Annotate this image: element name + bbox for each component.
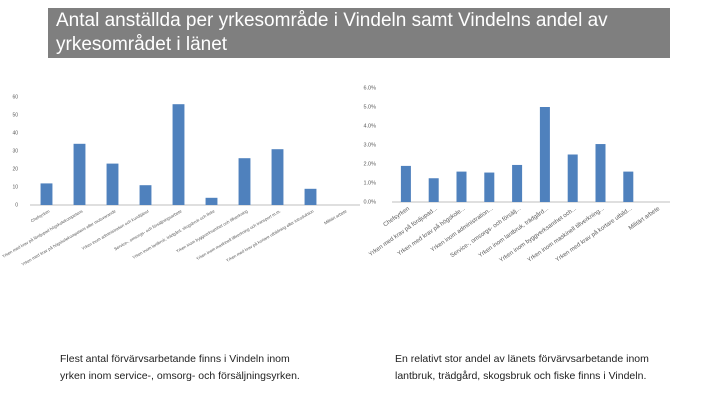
y-tick-label: 10 [12,184,18,190]
y-tick-label: 20 [12,166,18,172]
title-line: yrkesområdet i länet [56,34,228,55]
y-tick-label: 2.0% [363,161,376,167]
bar [139,185,152,205]
bar [539,107,550,202]
y-tick-label: 4.0% [363,123,376,129]
bar [567,154,578,202]
caption: En relativt stor andel av länets förvärv… [395,353,649,365]
x-tick-label: Chefsyrken [30,208,51,223]
bar [304,188,317,205]
title-banner [48,8,670,58]
y-tick-label: 40 [12,130,18,136]
y-tick-label: 60 [12,94,18,100]
y-tick-label: 1.0% [363,180,376,186]
y-tick-label: 0 [15,202,18,208]
bar [595,144,606,202]
bar [40,183,53,205]
bar [106,163,119,205]
bar [205,197,218,205]
title-line: Antal anställda per yrkesområde i Vindel… [56,10,608,31]
y-tick-label: 3.0% [363,142,376,148]
bar [271,149,284,205]
caption: Flest antal förvärvsarbetande finns i Vi… [60,353,290,365]
bar [456,171,467,202]
bar [238,158,251,205]
bar [172,104,185,205]
y-tick-label: 6.0% [363,85,376,91]
caption: lantbruk, trädgård, skogsbruk och fiske … [395,370,646,382]
y-tick-label: 50 [12,112,18,118]
bar [428,178,439,202]
y-tick-label: 30 [12,148,18,154]
bar [400,165,411,202]
y-tick-label: 0.0% [363,199,376,205]
x-tick-label: Militärt arbete [323,208,348,225]
bar [623,171,634,202]
x-tick-label: Militärt arbete [628,206,662,232]
bar [512,164,523,202]
bar [484,172,495,202]
bar [73,143,86,205]
y-tick-label: 5.0% [363,104,376,110]
caption: yrken inom service-, omsorg- och försälj… [60,370,300,382]
